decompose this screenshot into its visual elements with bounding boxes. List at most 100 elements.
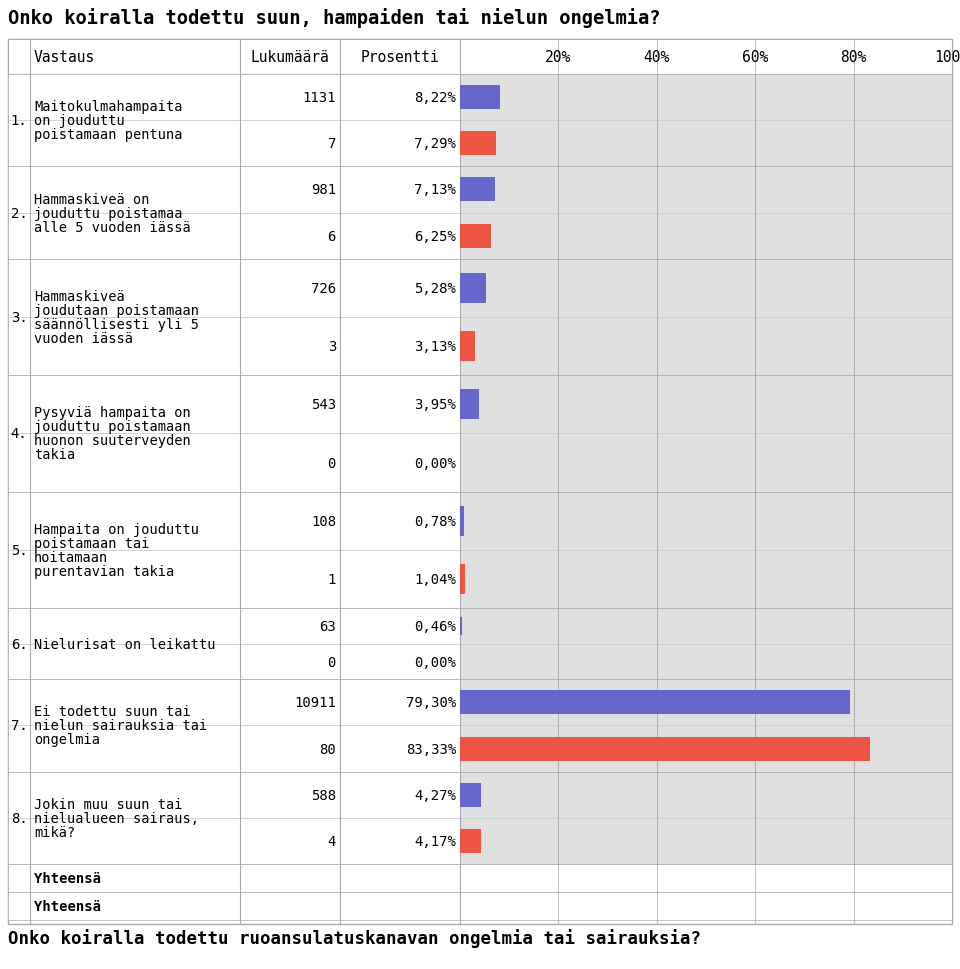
Bar: [460, 225, 491, 248]
Text: huonon suuterveyden: huonon suuterveyden: [34, 434, 191, 448]
Text: Maitokulmahampaita: Maitokulmahampaita: [34, 100, 182, 114]
Text: 3: 3: [327, 340, 336, 354]
Text: 80%: 80%: [840, 50, 867, 65]
Text: vuoden iässä: vuoden iässä: [34, 331, 133, 346]
Text: Prosentti: Prosentti: [361, 50, 440, 65]
Text: poistamaan tai: poistamaan tai: [34, 537, 150, 550]
Text: 0,00%: 0,00%: [414, 655, 456, 669]
Text: 7,13%: 7,13%: [414, 183, 456, 198]
Bar: [460, 168, 952, 260]
Bar: [460, 331, 475, 361]
Text: 4,27%: 4,27%: [414, 788, 456, 802]
Bar: [8, 75, 460, 168]
Text: 3,13%: 3,13%: [414, 340, 456, 354]
Text: on jouduttu: on jouduttu: [34, 114, 125, 128]
Text: 4: 4: [327, 834, 336, 848]
Text: joudutaan poistamaan: joudutaan poistamaan: [34, 303, 199, 318]
Text: 6.: 6.: [11, 637, 28, 651]
Text: 20%: 20%: [545, 50, 571, 65]
Bar: [460, 691, 851, 715]
Text: 0: 0: [327, 456, 336, 470]
Text: 4,17%: 4,17%: [414, 834, 456, 848]
Text: 0: 0: [327, 655, 336, 669]
Bar: [460, 75, 952, 168]
Text: Yhteensä: Yhteensä: [34, 871, 101, 885]
Bar: [8, 864, 952, 892]
Text: 2.: 2.: [11, 206, 28, 220]
Bar: [460, 273, 486, 303]
Text: poistamaan pentuna: poistamaan pentuna: [34, 128, 182, 142]
Text: Jokin muu suun tai: Jokin muu suun tai: [34, 797, 182, 811]
Text: 8,22%: 8,22%: [414, 91, 456, 105]
Bar: [8, 609, 460, 679]
Text: 3.: 3.: [11, 311, 28, 325]
Text: Yhteensä: Yhteensä: [34, 899, 101, 913]
Text: 108: 108: [311, 515, 336, 528]
Text: 4.: 4.: [11, 427, 28, 441]
Bar: [8, 168, 460, 260]
Text: 7,29%: 7,29%: [414, 138, 456, 151]
Text: 3,95%: 3,95%: [414, 398, 456, 412]
Bar: [460, 617, 463, 636]
Text: Onko koiralla todettu suun, hampaiden tai nielun ongelmia?: Onko koiralla todettu suun, hampaiden ta…: [8, 8, 660, 28]
Text: Lukumäärä: Lukumäärä: [251, 50, 329, 65]
Bar: [460, 506, 464, 537]
Bar: [460, 772, 952, 864]
Text: Onko koiralla todettu ruoansulatuskanavan ongelmia tai sairauksia?: Onko koiralla todettu ruoansulatuskanava…: [8, 928, 701, 947]
Bar: [8, 40, 952, 75]
Text: 7.: 7.: [11, 719, 28, 733]
Text: Pysyviä hampaita on: Pysyviä hampaita on: [34, 406, 191, 420]
Bar: [460, 260, 952, 376]
Text: 8.: 8.: [11, 811, 28, 825]
Text: ongelmia: ongelmia: [34, 733, 100, 747]
Bar: [460, 783, 481, 807]
Text: Nielurisat on leikattu: Nielurisat on leikattu: [34, 637, 215, 651]
Text: 6: 6: [327, 230, 336, 243]
Text: hoitamaan: hoitamaan: [34, 550, 108, 564]
Text: nielualueen sairaus,: nielualueen sairaus,: [34, 811, 199, 825]
Text: 1131: 1131: [302, 91, 336, 105]
Text: säännöllisesti yli 5: säännöllisesti yli 5: [34, 318, 199, 331]
Text: jouduttu poistamaa: jouduttu poistamaa: [34, 206, 182, 220]
Text: takia: takia: [34, 448, 75, 462]
Text: 1.: 1.: [11, 114, 28, 128]
Text: 5,28%: 5,28%: [414, 282, 456, 296]
Text: Hammaskiveä on: Hammaskiveä on: [34, 192, 150, 206]
Text: purentavian takia: purentavian takia: [34, 564, 175, 578]
Bar: [460, 679, 952, 772]
Text: 80: 80: [320, 742, 336, 756]
Bar: [8, 892, 952, 920]
Bar: [460, 178, 495, 203]
Text: 40%: 40%: [643, 50, 670, 65]
Text: 726: 726: [311, 282, 336, 296]
Bar: [8, 260, 460, 376]
Bar: [460, 132, 496, 156]
Text: mikä?: mikä?: [34, 825, 75, 839]
Text: Ei todettu suun tai: Ei todettu suun tai: [34, 704, 191, 719]
Bar: [460, 390, 479, 421]
Bar: [460, 736, 870, 761]
Text: jouduttu poistamaan: jouduttu poistamaan: [34, 420, 191, 434]
Bar: [460, 376, 952, 492]
Text: 1,04%: 1,04%: [414, 573, 456, 586]
Bar: [460, 564, 465, 595]
Bar: [8, 772, 460, 864]
Text: 543: 543: [311, 398, 336, 412]
Text: 83,33%: 83,33%: [406, 742, 456, 756]
Text: 0,00%: 0,00%: [414, 456, 456, 470]
Text: Hampaita on jouduttu: Hampaita on jouduttu: [34, 522, 199, 537]
Text: Hammaskiveä: Hammaskiveä: [34, 290, 125, 303]
Bar: [460, 829, 481, 853]
Text: 0,46%: 0,46%: [414, 619, 456, 634]
Bar: [460, 609, 952, 679]
Text: 981: 981: [311, 183, 336, 198]
Text: 100%: 100%: [934, 50, 960, 65]
Text: 10911: 10911: [294, 696, 336, 709]
Text: 6,25%: 6,25%: [414, 230, 456, 243]
Bar: [460, 492, 952, 609]
Text: 1: 1: [327, 573, 336, 586]
Text: alle 5 vuoden iässä: alle 5 vuoden iässä: [34, 220, 191, 234]
Bar: [8, 679, 460, 772]
Text: 588: 588: [311, 788, 336, 802]
Text: 7: 7: [327, 138, 336, 151]
